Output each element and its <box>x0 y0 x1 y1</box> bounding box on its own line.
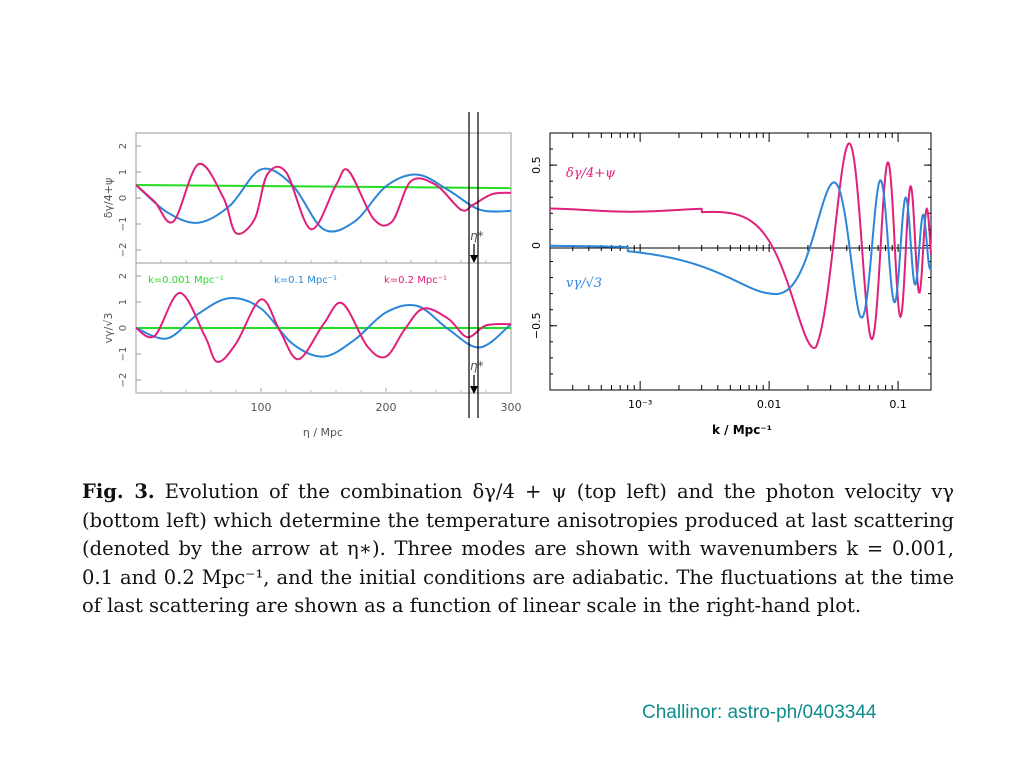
left-bottom-ylabel: vγ/√3 <box>102 313 115 344</box>
y-tick-label: 2 <box>118 273 129 279</box>
citation-credit: Challinor: astro-ph/0403344 <box>642 702 877 723</box>
legend-k0001: k=0.001 Mpc⁻¹ <box>148 275 224 286</box>
y-tick-label: 2 <box>118 143 129 149</box>
left-bottom-eta-label: η* <box>470 359 484 373</box>
y-tick-label: 1 <box>118 169 129 175</box>
legend-k01: k=0.1 Mpc⁻¹ <box>274 275 337 286</box>
series-line-v <box>550 179 932 319</box>
x-tick-label: 10⁻³ <box>628 398 652 411</box>
series-line <box>135 167 512 233</box>
left-bottom-xlabel: η / Mpc <box>303 426 343 439</box>
last-scattering-marker <box>468 112 479 418</box>
series-line-delta <box>549 142 932 349</box>
right-label-delta: δγ/4+ψ <box>566 166 616 181</box>
y-tick-label: −0.5 <box>530 312 543 339</box>
y-tick-label: 0 <box>118 195 129 201</box>
left-top-series <box>135 163 512 235</box>
x-tick-label: 0.01 <box>757 398 782 411</box>
x-tick-label: 100 <box>251 401 272 414</box>
left-bottom-ticks: 2 1 0 −1 −2 100 200 300 <box>118 273 522 414</box>
y-tick-label: −1 <box>118 217 129 232</box>
y-tick-label: 0 <box>530 242 543 249</box>
right-panel: 0.5 0 −0.5 10⁻³ 0.01 0.1 k / Mpc⁻¹ δγ/4+ψ vγ/… <box>530 132 932 437</box>
series-line <box>135 163 512 235</box>
right-series <box>549 142 932 349</box>
series-line <box>135 296 512 358</box>
left-bottom-series <box>135 291 512 363</box>
y-tick-label: 1 <box>118 299 129 305</box>
series-line <box>135 184 512 190</box>
arrow-down-icon <box>470 386 478 394</box>
right-label-v: vγ/√3 <box>566 276 602 291</box>
y-tick-label: −1 <box>118 347 129 362</box>
left-top-frame <box>135 132 512 264</box>
y-tick-label: 0.5 <box>530 156 543 174</box>
series-line <box>135 291 512 363</box>
left-bottom-panel: 2 1 0 −1 −2 100 200 300 vγ/√3 η / Mpc η* k=0.00… <box>102 262 522 439</box>
left-top-y-ticks: 2 1 0 −1 −2 <box>118 143 487 263</box>
x-tick-label: 200 <box>376 401 397 414</box>
y-tick-label: −2 <box>118 373 129 388</box>
caption-text: Evolution of the combination δγ/4 + ψ (t… <box>82 480 954 618</box>
arrow-down-icon <box>470 255 478 263</box>
figure-3: 2 1 0 −1 −2 δγ/4+ψ η* 2 1 0 −1 −2 100 200 300 vγ/√3… <box>102 112 932 439</box>
x-tick-label: 300 <box>501 401 522 414</box>
y-tick-label: 0 <box>118 325 129 331</box>
left-top-panel: 2 1 0 −1 −2 δγ/4+ψ η* <box>102 132 512 264</box>
caption-label: Fig. 3. <box>82 480 155 503</box>
y-tick-label: −2 <box>118 243 129 258</box>
right-xlabel: k / Mpc⁻¹ <box>712 423 772 437</box>
figure-caption: Fig. 3. Evolution of the combination δγ/… <box>82 478 954 621</box>
left-top-ylabel: δγ/4+ψ <box>102 178 115 218</box>
left-top-eta-label: η* <box>470 229 484 243</box>
legend-k02: k=0.2 Mpc⁻¹ <box>384 275 447 286</box>
x-tick-label: 0.1 <box>889 398 907 411</box>
